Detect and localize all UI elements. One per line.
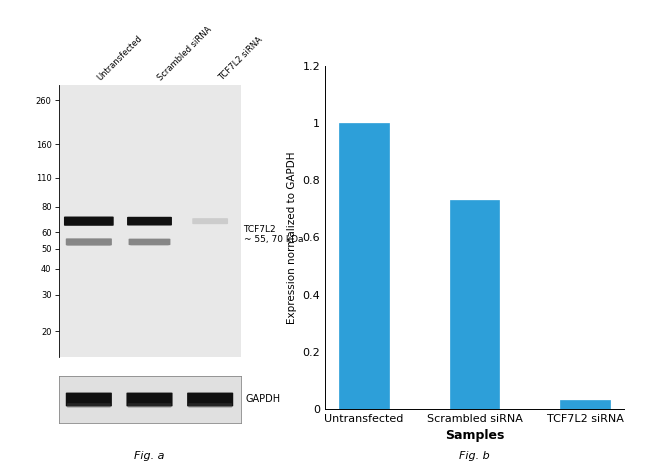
FancyBboxPatch shape — [129, 239, 170, 245]
FancyBboxPatch shape — [127, 392, 172, 407]
Y-axis label: Expression normalized to GAPDH: Expression normalized to GAPDH — [287, 151, 297, 324]
Text: TCF7L2 siRNA: TCF7L2 siRNA — [216, 35, 264, 82]
FancyBboxPatch shape — [130, 241, 169, 245]
X-axis label: Samples: Samples — [445, 429, 504, 442]
FancyBboxPatch shape — [64, 217, 114, 226]
Bar — [339, 123, 389, 409]
Text: Fig. a: Fig. a — [135, 451, 164, 461]
Bar — [450, 200, 499, 409]
Text: TCF7L2
~ 55, 70 kDa: TCF7L2 ~ 55, 70 kDa — [244, 225, 303, 244]
Text: GAPDH: GAPDH — [245, 394, 281, 405]
FancyBboxPatch shape — [127, 217, 172, 226]
Text: Untransfected: Untransfected — [96, 33, 144, 82]
FancyBboxPatch shape — [188, 403, 232, 407]
Text: Fig. b: Fig. b — [459, 451, 490, 461]
FancyBboxPatch shape — [67, 403, 111, 407]
Bar — [560, 400, 610, 409]
Text: Scrambled siRNA: Scrambled siRNA — [156, 25, 214, 82]
FancyBboxPatch shape — [66, 392, 112, 407]
FancyBboxPatch shape — [187, 392, 233, 407]
FancyBboxPatch shape — [127, 403, 172, 407]
FancyBboxPatch shape — [192, 218, 228, 224]
FancyBboxPatch shape — [67, 242, 111, 246]
FancyBboxPatch shape — [66, 238, 112, 245]
